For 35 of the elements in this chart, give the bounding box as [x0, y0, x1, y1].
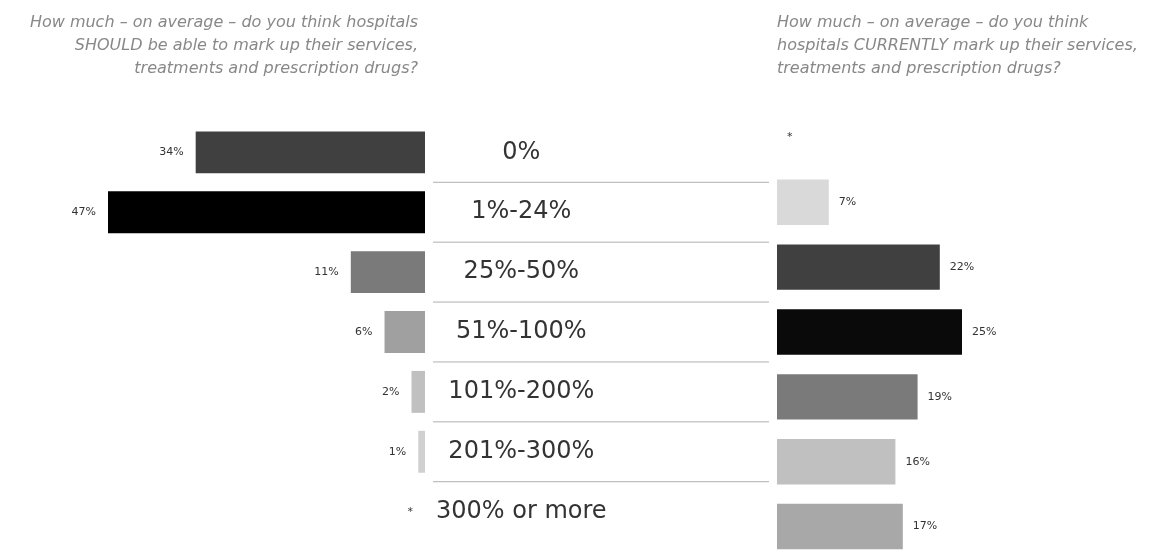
y-tick-label: 201%-300%	[448, 436, 595, 465]
bar	[777, 179, 829, 225]
chart-title: How much – on average – do you think hospitals CURRENTLY mark up their services, treatments and prescription drugs?	[777, 11, 1139, 79]
data-label: 19%	[927, 389, 953, 403]
bar	[411, 370, 425, 413]
chart-title: How much – on average – do you think hospitals SHOULD be able to mark up their services, treatments and prescription drugs?	[28, 11, 418, 79]
bar	[195, 131, 425, 174]
bar	[777, 503, 903, 550]
data-label: 2%	[382, 384, 400, 398]
y-tick-label: 25%-50%	[463, 256, 579, 285]
y-tick-label: 101%-200%	[448, 376, 595, 405]
data-label: 6%	[355, 324, 373, 338]
bar	[418, 430, 425, 473]
data-label: 47%	[71, 205, 96, 219]
data-label: 1%	[388, 444, 407, 458]
data-label: 34%	[159, 145, 184, 159]
y-tick-label: 300% or more	[436, 495, 607, 524]
bar	[384, 311, 425, 353]
bar	[777, 309, 962, 355]
data-label: 16%	[905, 454, 930, 468]
bar	[108, 191, 425, 234]
bar	[777, 439, 896, 485]
data-label: 17%	[912, 519, 938, 533]
data-label: 7%	[838, 195, 857, 209]
text: *	[787, 130, 793, 144]
text: *	[407, 504, 413, 518]
bar	[777, 244, 940, 290]
bar	[350, 251, 425, 294]
bar	[777, 374, 918, 420]
data-label: 11%	[314, 264, 339, 278]
y-tick-label: 0%	[502, 136, 541, 165]
data-label: 25%	[972, 324, 997, 338]
data-label: 22%	[949, 260, 975, 273]
y-tick-label: 1%-24%	[471, 196, 572, 225]
y-tick-label: 51%-100%	[455, 316, 587, 345]
